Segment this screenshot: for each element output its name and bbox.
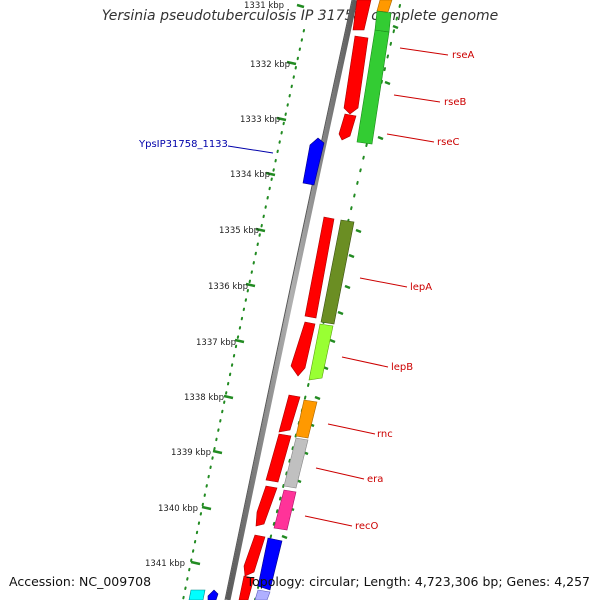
gene-blue-bottom[interactable] [257, 537, 283, 591]
gene-label-ypsip31758-1133[interactable]: YpsIP31758_1133 [138, 139, 228, 150]
tick-label-1332: 1332 kbp [250, 60, 290, 70]
genome-backbone-edge [224, 0, 353, 600]
gene-lepA-bar[interactable] [320, 219, 355, 325]
gene-lightblue-bottom[interactable] [254, 589, 271, 600]
tick-label-1333: 1333 kbp [240, 115, 280, 125]
tick-label-1334: 1334 kbp [230, 170, 270, 180]
tick-label-1339: 1339 kbp [171, 448, 211, 458]
gene-ypsip31758-1133[interactable] [302, 137, 325, 186]
gene-cds-red[interactable] [343, 35, 369, 115]
dotted-tick-arc [182, 29, 305, 600]
gene-cds-red[interactable] [290, 321, 316, 377]
tick-label-1340: 1340 kbp [158, 504, 198, 514]
gene-rnc-bar[interactable] [295, 399, 318, 439]
accession-text: Accession: NC_009708 [9, 574, 152, 589]
label-leader-ypsip [227, 145, 274, 154]
gene-lepB-bar[interactable] [308, 323, 334, 381]
gene-cds-red[interactable] [304, 216, 335, 319]
tick-label-1331: 1331 kbp [244, 1, 284, 11]
gene-cds-red[interactable] [352, 0, 372, 31]
tick-label-1338: 1338 kbp [184, 393, 224, 403]
gene-cyan-bottom[interactable] [188, 589, 206, 600]
gene-label-rseA[interactable]: rseA [452, 50, 474, 61]
gene-era-bar[interactable] [283, 437, 309, 489]
gene-label-rseC[interactable]: rseC [437, 137, 459, 148]
gene-label-lepB[interactable]: lepB [391, 362, 413, 373]
label-leader-lines [304, 47, 449, 527]
gene-rseA-top[interactable] [376, 0, 393, 13]
tick-label-1336: 1336 kbp [208, 282, 248, 292]
gene-label-rnc[interactable]: rnc [377, 429, 393, 440]
gene-rseA-top-bar[interactable] [374, 10, 392, 33]
gene-cds-red[interactable] [255, 485, 278, 527]
gene-cds-red[interactable] [243, 534, 266, 577]
topology-text: Topology: circular; Length: 4,723,306 bp… [246, 574, 590, 589]
gene-blue-small-bottom[interactable] [207, 589, 219, 600]
map-title: Yersinia pseudotuberculosis IP 31758, co… [101, 8, 499, 24]
tick-label-1335: 1335 kbp [219, 226, 259, 236]
gene-cds-red[interactable] [278, 394, 301, 433]
gene-cds-red[interactable] [265, 433, 292, 483]
gene-label-era[interactable]: era [367, 474, 383, 485]
genome-backbone [225, 0, 358, 600]
gene-cds-red[interactable] [238, 575, 255, 600]
gene-label-rseB[interactable]: rseB [444, 97, 466, 108]
gene-cds-red[interactable] [338, 113, 357, 141]
tick-marks [190, 3, 305, 566]
tick-label-1337: 1337 kbp [196, 338, 236, 348]
gene-recO-bar[interactable] [273, 489, 297, 531]
gene-label-recO[interactable]: recO [355, 521, 379, 532]
tick-label-1341: 1341 kbp [145, 559, 185, 569]
gene-label-lepA[interactable]: lepA [410, 282, 432, 293]
